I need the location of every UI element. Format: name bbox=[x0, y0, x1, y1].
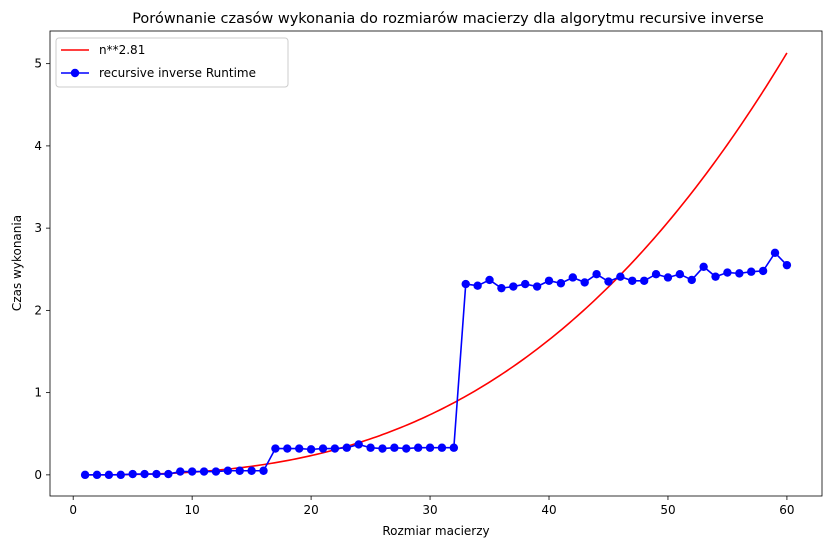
runtime-point-5 bbox=[128, 469, 137, 479]
runtime-point-37 bbox=[509, 282, 518, 291]
runtime-point-42 bbox=[568, 273, 577, 282]
legend-label-runtime: recursive inverse Runtime bbox=[99, 66, 256, 80]
runtime-point-45 bbox=[604, 277, 613, 286]
runtime-point-11 bbox=[199, 467, 209, 476]
runtime-point-38 bbox=[521, 279, 530, 289]
y-axis: 0 1 2 3 4 5 bbox=[34, 57, 50, 482]
runtime-point-2 bbox=[92, 470, 102, 480]
runtime-point-23 bbox=[342, 443, 351, 452]
runtime-point-53 bbox=[699, 262, 708, 271]
runtime-point-10 bbox=[187, 467, 197, 476]
runtime-point-31 bbox=[437, 443, 447, 452]
x-axis: 0 10 20 30 40 50 60 bbox=[69, 496, 795, 517]
y-tick-label-0: 0 bbox=[34, 468, 42, 482]
runtime-point-17 bbox=[271, 444, 280, 453]
runtime-point-24 bbox=[354, 440, 363, 449]
x-tick-label-60: 60 bbox=[779, 503, 794, 517]
legend-box bbox=[55, 37, 289, 88]
runtime-point-27 bbox=[390, 443, 399, 452]
runtime-point-33 bbox=[461, 279, 470, 289]
runtime-point-52 bbox=[687, 275, 696, 285]
y-tick-label-1: 1 bbox=[34, 386, 42, 400]
legend: n**2.81 recursive inverse Runtime bbox=[55, 37, 289, 88]
legend-marker-runtime bbox=[70, 68, 80, 78]
x-tick-label-30: 30 bbox=[422, 503, 437, 517]
runtime-point-49 bbox=[651, 269, 661, 279]
runtime-point-26 bbox=[378, 444, 387, 453]
runtime-point-48 bbox=[639, 276, 649, 285]
runtime-point-29 bbox=[413, 443, 423, 452]
runtime-point-50 bbox=[663, 273, 673, 282]
runtime-point-47 bbox=[628, 276, 637, 285]
runtime-point-36 bbox=[497, 283, 506, 293]
runtime-point-28 bbox=[402, 444, 411, 453]
x-axis-label: Rozmiar macierzy bbox=[382, 524, 489, 538]
runtime-point-13 bbox=[223, 466, 233, 475]
runtime-point-21 bbox=[318, 444, 328, 453]
y-tick-label-2: 2 bbox=[34, 303, 42, 317]
runtime-point-51 bbox=[675, 269, 685, 279]
chart-title: Porównanie czasów wykonania do rozmiarów… bbox=[132, 11, 764, 27]
runtime-point-19 bbox=[295, 444, 304, 453]
x-tick-label-10: 10 bbox=[185, 503, 200, 517]
runtime-point-41 bbox=[556, 279, 566, 288]
runtime-point-3 bbox=[104, 470, 114, 480]
x-tick-label-0: 0 bbox=[69, 503, 77, 517]
runtime-point-4 bbox=[116, 470, 125, 480]
runtime-point-59 bbox=[770, 248, 780, 258]
y-tick-label-3: 3 bbox=[34, 221, 42, 235]
runtime-point-6 bbox=[140, 469, 149, 479]
y-tick-label-4: 4 bbox=[34, 139, 42, 153]
runtime-point-46 bbox=[616, 272, 625, 281]
x-tick-label-40: 40 bbox=[541, 503, 556, 517]
runtime-point-34 bbox=[473, 281, 482, 290]
runtime-point-40 bbox=[544, 276, 554, 285]
runtime-point-30 bbox=[425, 443, 435, 452]
legend-label-n-power: n**2.81 bbox=[99, 43, 145, 57]
plot-frame bbox=[49, 30, 823, 497]
runtime-point-7 bbox=[152, 469, 161, 479]
runtime-point-54 bbox=[711, 272, 720, 281]
runtime-point-58 bbox=[758, 266, 768, 276]
series-n-power-curve bbox=[85, 52, 788, 476]
runtime-point-55 bbox=[723, 268, 732, 277]
runtime-point-16 bbox=[259, 466, 268, 475]
runtime-point-15 bbox=[247, 466, 256, 475]
runtime-point-39 bbox=[532, 282, 542, 291]
runtime-point-14 bbox=[235, 466, 244, 475]
runtime-point-43 bbox=[580, 278, 589, 287]
runtime-point-25 bbox=[366, 443, 375, 452]
runtime-point-35 bbox=[485, 275, 494, 285]
runtime-point-57 bbox=[747, 267, 756, 276]
series-runtime-line bbox=[85, 251, 788, 476]
y-tick-label-5: 5 bbox=[34, 57, 42, 71]
runtime-point-9 bbox=[176, 467, 185, 476]
runtime-point-20 bbox=[306, 445, 316, 454]
x-tick-label-50: 50 bbox=[660, 503, 675, 517]
runtime-point-12 bbox=[211, 467, 221, 476]
x-tick-label-20: 20 bbox=[303, 503, 318, 517]
runtime-point-22 bbox=[330, 444, 340, 453]
runtime-point-44 bbox=[592, 269, 601, 279]
runtime-point-8 bbox=[164, 469, 173, 479]
runtime-point-18 bbox=[283, 444, 292, 453]
runtime-point-1 bbox=[80, 470, 90, 480]
runtime-point-60 bbox=[782, 260, 792, 270]
runtime-point-56 bbox=[735, 269, 744, 278]
y-axis-label: Czas wykonania bbox=[10, 215, 24, 311]
runtime-point-32 bbox=[449, 443, 459, 452]
plot-area bbox=[80, 52, 792, 480]
